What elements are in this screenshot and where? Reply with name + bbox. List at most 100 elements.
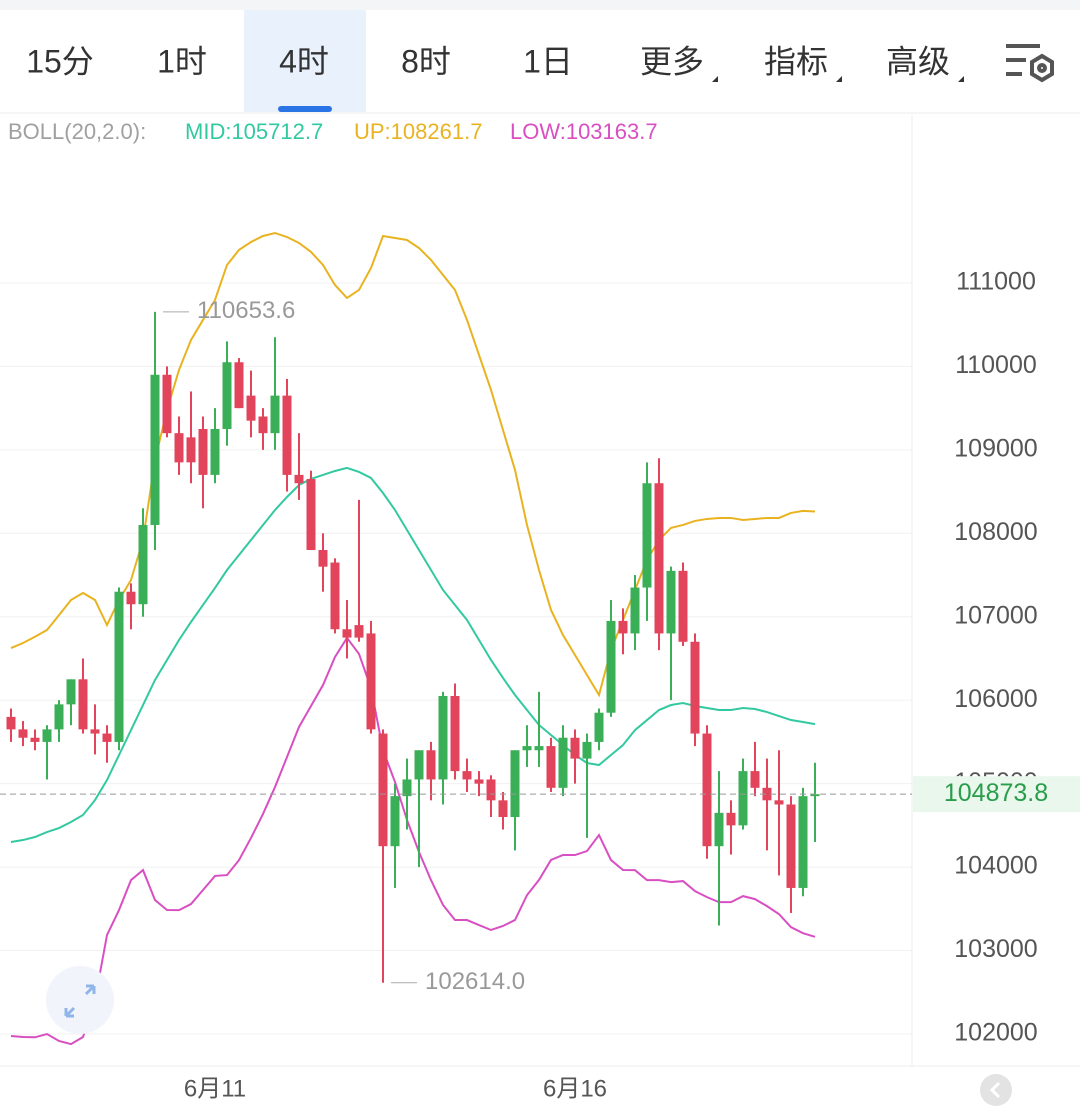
candle-body bbox=[90, 729, 100, 734]
candle-body bbox=[234, 362, 244, 409]
timeframe-tab[interactable]: 指标 bbox=[764, 43, 828, 79]
candle-body bbox=[162, 374, 172, 434]
candle-body bbox=[534, 746, 544, 751]
candle-body bbox=[318, 549, 328, 567]
candle-body bbox=[78, 679, 88, 730]
candle-body bbox=[198, 428, 208, 475]
candle-body bbox=[102, 733, 112, 742]
candle-body bbox=[726, 812, 736, 826]
timeframe-tab[interactable]: 4时 bbox=[279, 43, 329, 79]
high-label: 110653.6 bbox=[197, 297, 295, 324]
candle-body bbox=[42, 729, 52, 742]
candle-body bbox=[474, 779, 484, 784]
last-price-label: 104873.8 bbox=[944, 779, 1048, 807]
dropdown-caret bbox=[712, 76, 718, 82]
legend-entry: LOW:103163.7 bbox=[510, 119, 658, 144]
y-tick-label: 106000 bbox=[954, 685, 1037, 713]
candle-body bbox=[666, 570, 676, 634]
candle-body bbox=[306, 479, 316, 550]
band-line bbox=[10, 466, 816, 844]
timeframe-tab[interactable]: 1时 bbox=[157, 43, 207, 79]
candle-body bbox=[510, 750, 520, 818]
candle-body bbox=[642, 483, 652, 588]
expand-icon bbox=[64, 984, 96, 1018]
y-tick-label: 109000 bbox=[954, 434, 1037, 462]
candle-body bbox=[330, 562, 340, 630]
candle-body bbox=[126, 591, 136, 605]
dropdown-caret bbox=[958, 76, 964, 82]
candle-body bbox=[186, 437, 196, 463]
candle-body bbox=[210, 428, 220, 475]
candle-body bbox=[558, 737, 568, 788]
timeframe-tab[interactable]: 15分 bbox=[26, 43, 94, 79]
last-price-box bbox=[913, 776, 1080, 813]
candle-body bbox=[498, 800, 508, 818]
candle-body bbox=[738, 771, 748, 826]
indicator-label: BOLL(20,2.0): bbox=[8, 119, 146, 144]
candle-body bbox=[654, 483, 664, 634]
timeframe-tab[interactable]: 1日 bbox=[523, 43, 573, 79]
candle-body bbox=[714, 812, 724, 847]
candle-body bbox=[486, 779, 496, 801]
candle-body bbox=[750, 771, 760, 788]
candle-body bbox=[66, 679, 76, 705]
candle-body bbox=[690, 641, 700, 734]
x-tick-label: 6月16 bbox=[543, 1075, 607, 1102]
candle-body bbox=[18, 729, 28, 738]
y-tick-label: 102000 bbox=[954, 1019, 1037, 1047]
candle-body bbox=[462, 771, 472, 780]
band-line bbox=[10, 636, 816, 1046]
candle-body bbox=[138, 524, 148, 605]
candle-body bbox=[174, 433, 184, 463]
candle-body bbox=[54, 704, 64, 730]
candle-body bbox=[366, 633, 376, 730]
candle-body bbox=[606, 620, 616, 713]
candle-body bbox=[570, 737, 580, 759]
low-label: 102614.0 bbox=[425, 968, 525, 995]
candle-body bbox=[222, 362, 232, 429]
candle-body bbox=[246, 395, 256, 421]
candle-body bbox=[294, 474, 304, 484]
candle-body bbox=[390, 796, 400, 847]
scroll-end-icon bbox=[989, 1081, 1001, 1099]
legend-entry: UP:108261.7 bbox=[354, 119, 482, 144]
candle-body bbox=[798, 796, 808, 888]
x-tick-label: 6月11 bbox=[184, 1075, 246, 1102]
candle-body bbox=[402, 779, 412, 797]
y-tick-label: 104000 bbox=[954, 852, 1037, 880]
y-tick-label: 108000 bbox=[954, 518, 1037, 546]
candle-body bbox=[762, 787, 772, 801]
candle-body bbox=[546, 746, 556, 788]
candle-body bbox=[774, 800, 784, 805]
candle-body bbox=[378, 733, 388, 847]
active-tab-bg bbox=[244, 10, 366, 112]
settings-icon[interactable] bbox=[1006, 44, 1054, 83]
legend-entry: MID:105712.7 bbox=[185, 119, 323, 144]
candle-body bbox=[6, 716, 16, 730]
candle-body bbox=[414, 750, 424, 780]
candle-body bbox=[810, 794, 820, 797]
candle-body bbox=[618, 620, 628, 634]
y-tick-label: 110000 bbox=[955, 351, 1037, 379]
candle-body bbox=[630, 587, 640, 634]
active-tab-underline bbox=[278, 106, 332, 112]
y-tick-label: 107000 bbox=[954, 601, 1037, 629]
y-tick-label: 103000 bbox=[954, 935, 1037, 963]
timeframe-tab[interactable]: 8时 bbox=[401, 43, 451, 79]
candle-body bbox=[702, 733, 712, 847]
candle-body bbox=[450, 696, 460, 772]
timeframe-tab[interactable]: 高级 bbox=[886, 43, 950, 79]
scroll-end-button[interactable] bbox=[980, 1074, 1012, 1106]
expand-button[interactable] bbox=[46, 966, 114, 1034]
status-strip bbox=[0, 0, 1080, 10]
timeframe-tab[interactable]: 更多 bbox=[640, 43, 704, 79]
y-tick-label: 111000 bbox=[956, 268, 1036, 296]
candle-body bbox=[426, 750, 436, 780]
candle-body bbox=[438, 696, 448, 780]
candle-body bbox=[594, 712, 604, 742]
candle-body bbox=[582, 741, 592, 759]
candle-body bbox=[282, 395, 292, 475]
candle-body bbox=[522, 746, 532, 751]
candle-body bbox=[30, 737, 40, 742]
